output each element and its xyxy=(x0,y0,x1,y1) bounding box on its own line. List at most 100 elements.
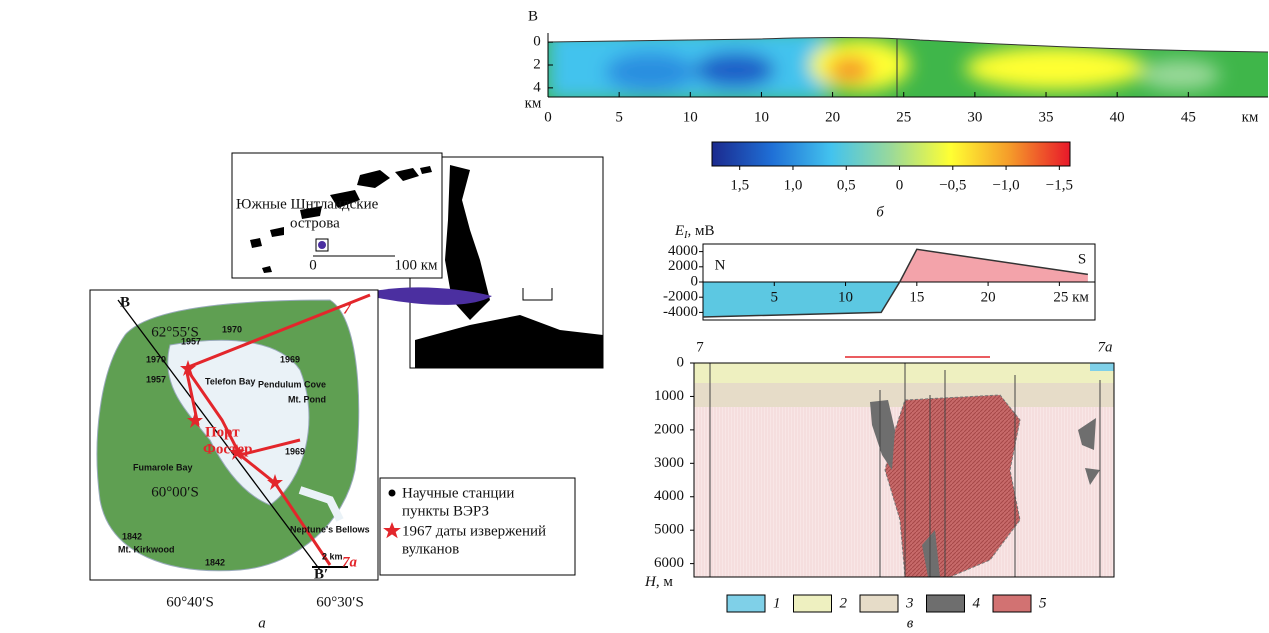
place-label: Telefon Bay xyxy=(205,376,255,386)
inset-label: острова xyxy=(290,215,340,231)
title: В xyxy=(528,8,538,24)
legend-swatch xyxy=(927,595,965,612)
point-label: 7а xyxy=(342,554,358,570)
year-label: 1970 xyxy=(222,324,242,334)
colorbar-label: −0,5 xyxy=(939,177,966,193)
y-tick-label: 2000 xyxy=(668,258,698,274)
area-negative xyxy=(703,282,1088,317)
y-label-part: , м xyxy=(656,574,674,590)
x-tick-label: 40 xyxy=(1110,109,1125,125)
x-tick-label: 45 xyxy=(1181,109,1196,125)
legend-swatch xyxy=(727,595,765,612)
x-tick-label: 20 xyxy=(981,289,996,305)
x-tick-label: 5 xyxy=(771,289,779,305)
colorbar-label: 0 xyxy=(896,177,904,193)
caption: а xyxy=(258,615,266,631)
y-tick-label: 0 xyxy=(691,273,699,289)
y-tick-label: 1000 xyxy=(654,388,684,404)
colorbar-label: 1,5 xyxy=(730,177,749,193)
colorbar-label: −1,0 xyxy=(992,177,1019,193)
layer-1 xyxy=(1090,363,1114,371)
legend-label: 1 xyxy=(773,595,781,611)
colorbar-label: −1,5 xyxy=(1046,177,1073,193)
y-label: EI, мВ xyxy=(674,223,715,241)
x-tick-label: 35 xyxy=(1039,109,1054,125)
y-tick-label: -4000 xyxy=(663,304,698,320)
locator xyxy=(318,241,326,249)
y-tick-label: 2000 xyxy=(654,421,684,437)
place-label: Pendulum Cove xyxy=(258,379,326,389)
x-tick-label: 5 xyxy=(615,109,623,125)
legend-label: Научные станции xyxy=(402,485,514,501)
place-label: Neptune's Bellows xyxy=(290,524,370,534)
legend-label: 3 xyxy=(905,595,914,611)
legend-label: 2 xyxy=(840,595,848,611)
legend-label: 5 xyxy=(1039,595,1047,611)
legend-label: пункты ВЭРЗ xyxy=(402,503,489,519)
scale-label: 100 км xyxy=(394,257,438,273)
lat-label: 62°55′S xyxy=(151,324,199,340)
x-tick-label: 10 xyxy=(754,109,769,125)
station-symbol xyxy=(389,490,396,497)
year-label: 1969 xyxy=(280,354,300,364)
x-tick-label: 30 xyxy=(967,109,982,125)
colorbar-label: 1,0 xyxy=(784,177,803,193)
y-label: км xyxy=(525,95,542,111)
geoelectric-section xyxy=(694,357,1114,577)
y-tick-label: 3000 xyxy=(654,455,684,471)
x-tick-label: 0 xyxy=(544,109,552,125)
colorbar-label: 0,5 xyxy=(837,177,856,193)
year-label: 1969 xyxy=(285,446,305,456)
legend-label: 1967 даты извержений xyxy=(402,523,546,539)
y-tick-label: 4000 xyxy=(654,488,684,504)
x-tick-label: 15 xyxy=(909,289,924,305)
y-label-part: , мВ xyxy=(688,223,715,239)
y-label-part: E xyxy=(674,223,684,239)
layer-2 xyxy=(694,363,1114,383)
x-tick-label: 25 xyxy=(896,109,911,125)
legend-label: 4 xyxy=(973,595,981,611)
year-label: 1970 xyxy=(146,354,166,364)
legend-swatch xyxy=(794,595,832,612)
caption: в xyxy=(907,615,914,631)
caption: б xyxy=(876,204,884,220)
lat-label: 60°00′S xyxy=(151,484,199,500)
point-label: В xyxy=(120,294,130,310)
lon-label: 60°30′S xyxy=(316,594,364,610)
year-label: 1842 xyxy=(205,557,225,567)
x-tick-label: 10 xyxy=(838,289,853,305)
y-tick-label: 0 xyxy=(533,34,541,50)
y-tick-label: 0 xyxy=(677,354,685,370)
inset-label: Южные Шнтландские xyxy=(236,196,379,212)
scale-label: 2 km xyxy=(322,551,343,561)
port-label: Порт xyxy=(205,424,240,440)
x-tick-label: 20 xyxy=(825,109,840,125)
end-label: 7 xyxy=(696,339,704,355)
y-tick-label: 2 xyxy=(533,56,541,72)
colorbar xyxy=(712,142,1070,166)
x-tick-label: 10 xyxy=(683,109,698,125)
point-label: 7 xyxy=(343,301,351,317)
map-panel xyxy=(90,153,603,580)
y-label: H, м xyxy=(644,574,673,590)
annotation: S xyxy=(1078,251,1086,267)
place-label: Mt. Pond xyxy=(288,394,326,404)
y-tick-label: -2000 xyxy=(663,289,698,305)
place-label: Fumarole Bay xyxy=(133,462,193,472)
figure: Южные Шнтландскиеострова0100 кмВВ′77аПор… xyxy=(0,0,1269,633)
y-tick-label: 4 xyxy=(533,79,541,95)
x-label: км xyxy=(1242,109,1259,125)
year-label: 1842 xyxy=(122,531,142,541)
y-tick-label: 5000 xyxy=(654,522,684,538)
y-tick-label: 4000 xyxy=(668,243,698,259)
place-label: Mt. Kirkwood xyxy=(118,544,175,554)
lon-label: 60°40′S xyxy=(166,594,214,610)
y-tick-label: 6000 xyxy=(654,555,684,571)
legend-swatch xyxy=(993,595,1031,612)
annotation: N xyxy=(715,257,726,273)
year-label: 1957 xyxy=(146,374,166,384)
x-tick-label: 25 км xyxy=(1053,289,1089,305)
end-label: 7а xyxy=(1098,339,1113,355)
point-label: В′ xyxy=(314,566,328,582)
scale-label: 0 xyxy=(309,257,317,273)
